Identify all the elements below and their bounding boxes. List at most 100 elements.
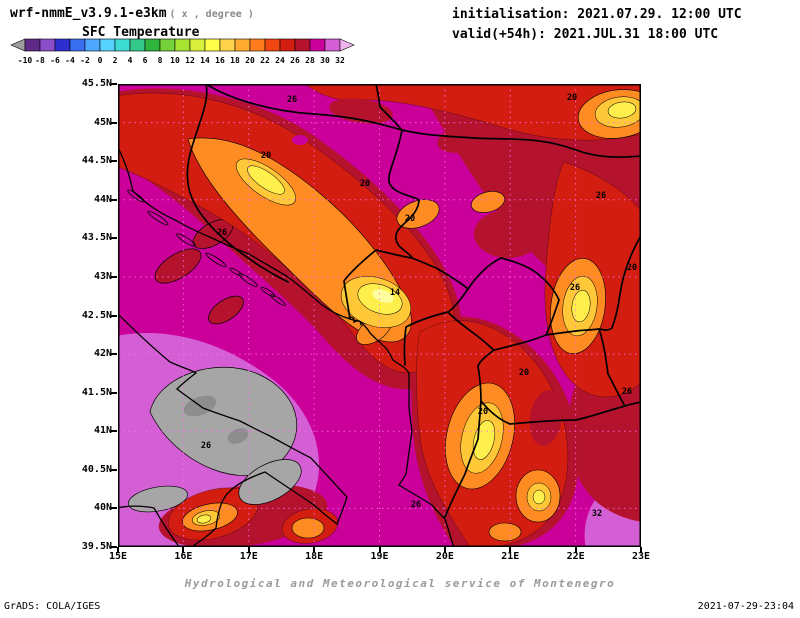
contour-label: 26 xyxy=(411,500,421,510)
contour-label: 20 xyxy=(478,407,488,417)
svg-text:-10: -10 xyxy=(18,56,33,65)
lon-label: 16E xyxy=(174,551,193,562)
lon-tick xyxy=(182,547,185,553)
svg-text:30: 30 xyxy=(320,56,330,65)
contour-label: 20 xyxy=(405,214,415,224)
svg-text:6: 6 xyxy=(143,56,148,65)
lat-label: 39.5N xyxy=(81,541,112,552)
islands xyxy=(127,189,286,306)
lon-tick xyxy=(443,547,446,553)
lon-label: 20E xyxy=(435,551,454,562)
svg-text:22: 22 xyxy=(260,56,270,65)
contour-label: 20 xyxy=(261,151,271,161)
valid-label: valid(+54h): 2021.JUL.31 18:00 UTC xyxy=(452,27,719,42)
svg-text:14: 14 xyxy=(200,56,210,65)
contour-label: 20 xyxy=(360,179,370,189)
lat-label: 40.5N xyxy=(81,463,112,475)
creation-timestamp: 2021-07-29-23:04 xyxy=(697,601,794,612)
svg-text:-6: -6 xyxy=(50,56,60,65)
svg-text:-2: -2 xyxy=(80,56,90,65)
lat-tick xyxy=(111,430,117,433)
svg-text:28: 28 xyxy=(305,56,315,65)
lat-label: 42N xyxy=(93,348,112,360)
lat-label: 43.5N xyxy=(81,232,112,244)
svg-text:10: 10 xyxy=(170,56,180,65)
lon-label: 23E xyxy=(631,551,651,562)
lon-tick xyxy=(509,547,512,553)
lat-tick xyxy=(111,198,117,201)
lat-tick xyxy=(111,83,117,85)
svg-text:24: 24 xyxy=(275,56,285,65)
lat-label: 41.5N xyxy=(81,386,112,398)
svg-text:2: 2 xyxy=(113,56,118,65)
lat-label: 42.5N xyxy=(81,309,112,321)
lat-label: 43N xyxy=(93,270,112,282)
svg-text:-8: -8 xyxy=(35,56,45,65)
svg-text:16: 16 xyxy=(215,56,225,65)
temperature-map: 26 20 20 20 26 20 26 20 26 14 20 26 20 26 26 32 xyxy=(108,81,659,550)
svg-text:26: 26 xyxy=(290,56,300,65)
svg-text:32: 32 xyxy=(335,56,345,65)
lon-label: 22E xyxy=(566,551,585,562)
shaded-field xyxy=(108,81,659,550)
contour-label: 14 xyxy=(390,288,400,298)
svg-text:18: 18 xyxy=(230,56,240,65)
lon-label: 21E xyxy=(501,551,520,562)
map-frame xyxy=(118,84,641,547)
contour-label: 26 xyxy=(217,228,227,238)
lat-tick xyxy=(111,237,117,240)
lat-tick xyxy=(111,507,117,510)
lat-tick xyxy=(111,353,117,356)
map-area: 26 20 20 20 26 20 26 20 26 14 20 26 20 26 26 32 xyxy=(108,81,659,550)
grads-credit: GrADS: COLA/IGES xyxy=(4,601,101,612)
svg-text:20: 20 xyxy=(245,56,255,65)
grid-lines xyxy=(118,84,641,547)
contour-label: 26 xyxy=(596,191,606,201)
lon-tick xyxy=(574,547,577,553)
field-label: SFC Temperature xyxy=(82,25,200,40)
contour-label: 20 xyxy=(627,263,637,273)
contour-labels: 26 20 20 20 26 20 26 20 26 14 20 26 20 26 26 32 xyxy=(201,93,637,519)
coastlines xyxy=(115,143,455,549)
lat-label: 40N xyxy=(93,502,112,514)
italy-west-coastline xyxy=(115,505,181,549)
lat-tick xyxy=(111,468,117,471)
contour-label: 32 xyxy=(592,509,602,519)
contour-label: 20 xyxy=(519,368,529,378)
lon-label: 19E xyxy=(370,551,389,562)
contour-label: 26 xyxy=(201,441,211,451)
service-credit: Hydrological and Meteorological service … xyxy=(184,577,616,590)
colorbar-svg: -10 -8 -6 -4 -2 0 2 4 6 8 10 12 14 16 18 20 22 24 26 28 30 32 xyxy=(10,38,355,65)
lat-label: 44.5N xyxy=(81,155,112,167)
svg-text:-4: -4 xyxy=(65,56,75,65)
lon-label: 15E xyxy=(108,551,128,562)
lat-tick xyxy=(111,275,117,278)
balkan-coastline xyxy=(115,143,455,549)
italy-east-coastline xyxy=(115,311,348,549)
lon-label: 17E xyxy=(239,551,258,562)
lon-tick xyxy=(247,547,250,553)
lon-tick xyxy=(640,547,642,553)
model-title: wrf-nmmE_v3.9.1-e3km( x , degree ) xyxy=(10,6,254,21)
lat-tick xyxy=(111,391,117,394)
contour-label: 26 xyxy=(570,283,580,293)
colorbar: -10 -8 -6 -4 -2 0 2 4 6 8 10 12 14 16 18 20 22 24 26 28 30 32 xyxy=(10,38,355,65)
svg-text:12: 12 xyxy=(185,56,195,65)
lat-label: 44N xyxy=(93,193,112,205)
lon-tick xyxy=(313,547,316,553)
lat-tick xyxy=(111,121,117,124)
contour-label: 20 xyxy=(567,93,577,103)
model-title-text: wrf-nmmE_v3.9.1-e3km xyxy=(10,6,167,21)
model-subtitle: ( x , degree ) xyxy=(169,9,254,20)
lon-tick xyxy=(378,547,381,553)
lat-label: 41N xyxy=(93,425,112,437)
lon-label: 18E xyxy=(305,551,324,562)
svg-text:0: 0 xyxy=(98,56,103,65)
lat-tick xyxy=(111,160,117,163)
kotor-bay xyxy=(348,316,362,326)
lat-tick xyxy=(111,546,117,548)
lat-label: 45.5N xyxy=(81,78,112,89)
svg-text:8: 8 xyxy=(158,56,163,65)
lat-label: 45N xyxy=(93,116,112,128)
